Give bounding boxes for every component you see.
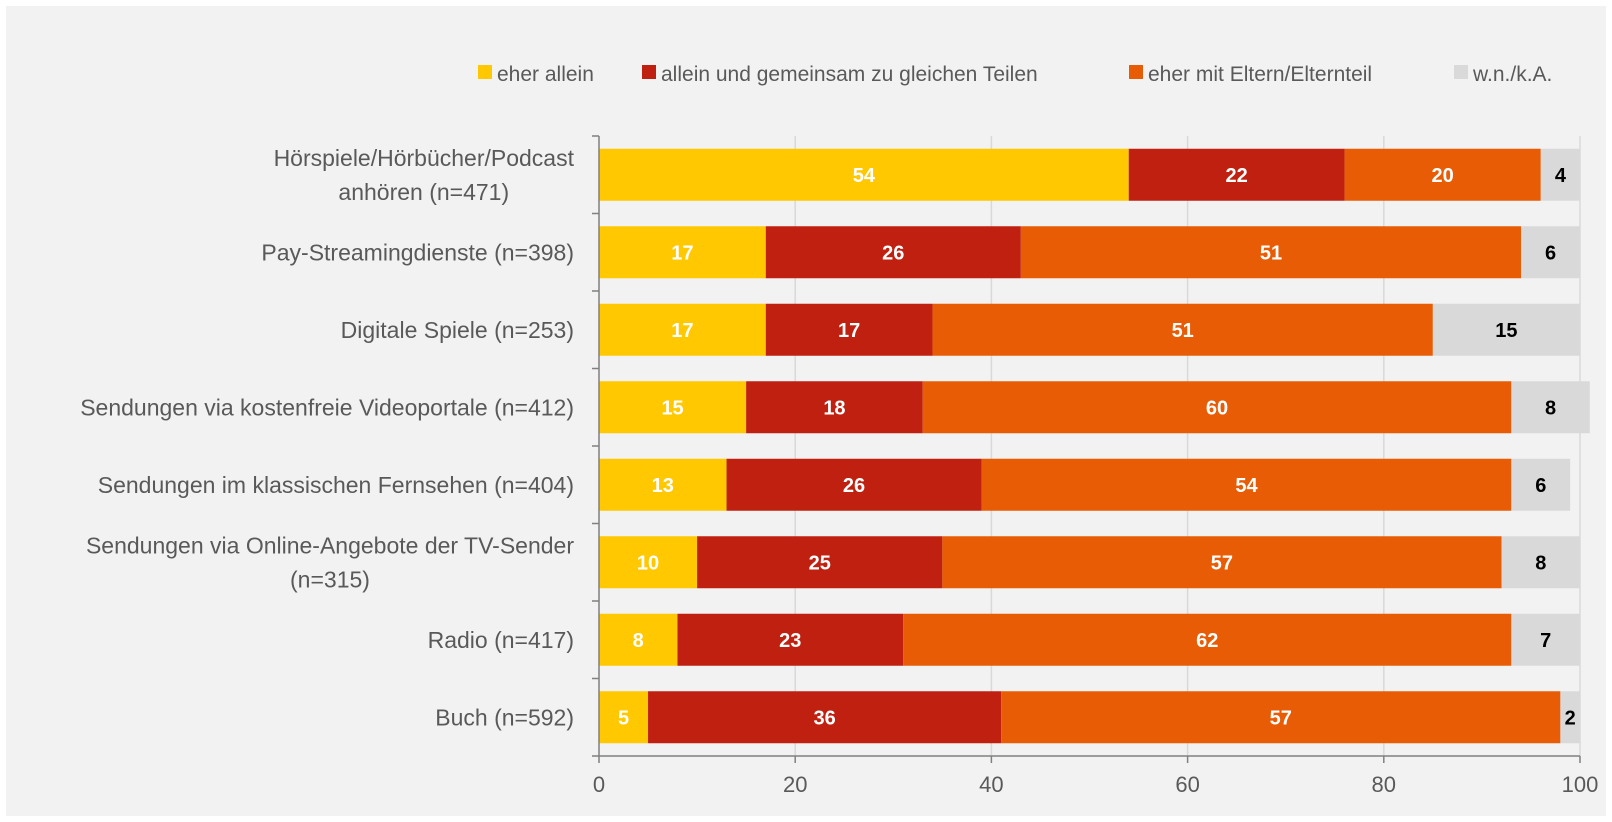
data-label-eher-mit-eltern-elternteil-4: 54: [1235, 475, 1258, 497]
bar-eher-allein-1: [599, 226, 766, 279]
data-label-eher-allein-3: 15: [661, 397, 683, 419]
bar-eher-mit-eltern-elternteil-6: [903, 613, 1512, 666]
bar-eher-allein-5: [599, 536, 698, 589]
legend-label-w-n-k-a: w.n./k.A.: [1472, 63, 1552, 86]
data-label-eher-mit-eltern-elternteil-3: 60: [1206, 397, 1228, 419]
bar-eher-mit-eltern-elternteil-0: [1344, 148, 1541, 201]
data-label-eher-allein-4: 13: [652, 475, 674, 497]
bar-w-n-k-a-0: [1540, 148, 1580, 201]
x-tick-label-40: 40: [979, 772, 1003, 797]
bar-eher-allein-7: [599, 691, 649, 744]
bar-w-n-k-a-7: [1560, 691, 1580, 744]
bar-eher-mit-eltern-elternteil-7: [1001, 691, 1561, 744]
bar-allein-und-gemeinsam-zu-gleichen-teilen-1: [765, 226, 1021, 279]
data-label-allein-und-gemeinsam-zu-gleichen-teilen-3: 18: [823, 397, 845, 419]
bar-allein-und-gemeinsam-zu-gleichen-teilen-0: [1128, 148, 1345, 201]
data-label-allein-und-gemeinsam-zu-gleichen-teilen-6: 23: [779, 630, 801, 652]
bar-allein-und-gemeinsam-zu-gleichen-teilen-3: [746, 381, 923, 434]
bar-eher-allein-0: [599, 148, 1129, 201]
bar-eher-mit-eltern-elternteil-2: [932, 303, 1433, 356]
legend-label-eher-mit-eltern-elternteil: eher mit Eltern/Elternteil: [1148, 63, 1372, 86]
data-label-allein-und-gemeinsam-zu-gleichen-teilen-5: 25: [809, 552, 831, 574]
data-label-allein-und-gemeinsam-zu-gleichen-teilen-0: 22: [1226, 165, 1248, 187]
category-label-4: Sendungen im klassischen Fernsehen (n=40…: [98, 472, 574, 498]
legend-label-eher-allein: eher allein: [497, 63, 594, 86]
x-tick-label-60: 60: [1175, 772, 1199, 797]
legend-swatch-eher-allein: [478, 65, 492, 79]
data-label-eher-allein-6: 8: [633, 630, 644, 652]
data-label-w-n-k-a-6: 7: [1540, 630, 1551, 652]
category-label-0: Hörspiele/Hörbücher/Podcast anhören (n=47…: [274, 145, 575, 205]
data-label-eher-mit-eltern-elternteil-5: 57: [1211, 552, 1233, 574]
bar-eher-mit-eltern-elternteil-1: [1020, 226, 1522, 279]
bar-w-n-k-a-6: [1511, 613, 1580, 666]
x-tick-label-20: 20: [783, 772, 807, 797]
bar-eher-mit-eltern-elternteil-5: [942, 536, 1502, 589]
bar-w-n-k-a-4: [1511, 458, 1571, 511]
data-label-eher-mit-eltern-elternteil-6: 62: [1196, 630, 1218, 652]
category-label-2: Digitale Spiele (n=253): [341, 317, 574, 343]
x-tick-label-0: 0: [593, 772, 605, 797]
bar-eher-allein-6: [599, 613, 678, 666]
bar-allein-und-gemeinsam-zu-gleichen-teilen-7: [648, 691, 1002, 744]
data-label-w-n-k-a-0: 4: [1555, 165, 1567, 187]
bar-allein-und-gemeinsam-zu-gleichen-teilen-6: [677, 613, 904, 666]
bar-w-n-k-a-1: [1521, 226, 1580, 279]
data-label-eher-allein-1: 17: [671, 242, 693, 264]
legend-swatch-allein-und-gemeinsam-zu-gleichen-teilen: [642, 65, 656, 79]
legend-swatch-w-n-k-a: [1454, 65, 1468, 79]
data-label-w-n-k-a-5: 8: [1535, 552, 1546, 574]
category-label-6: Radio (n=417): [428, 627, 574, 653]
data-label-allein-und-gemeinsam-zu-gleichen-teilen-2: 17: [838, 320, 860, 342]
bar-eher-allein-2: [599, 303, 766, 356]
legend-label-allein-und-gemeinsam-zu-gleichen-teilen: allein und gemeinsam zu gleichen Teilen: [661, 63, 1038, 86]
bar-w-n-k-a-5: [1501, 536, 1580, 589]
data-label-eher-allein-2: 17: [671, 320, 693, 342]
data-label-eher-allein-0: 54: [853, 165, 876, 187]
category-label-7: Buch (n=592): [435, 704, 574, 730]
data-label-eher-mit-eltern-elternteil-1: 51: [1260, 242, 1282, 264]
data-label-eher-allein-7: 5: [618, 707, 629, 729]
data-label-w-n-k-a-2: 15: [1495, 320, 1517, 342]
legend-swatch-eher-mit-eltern-elternteil: [1129, 65, 1143, 79]
data-label-w-n-k-a-3: 8: [1545, 397, 1556, 419]
category-label-1: Pay-Streamingdienste (n=398): [261, 239, 574, 265]
data-label-allein-und-gemeinsam-zu-gleichen-teilen-7: 36: [814, 707, 836, 729]
data-label-allein-und-gemeinsam-zu-gleichen-teilen-4: 26: [843, 475, 865, 497]
x-tick-label-100: 100: [1562, 772, 1599, 797]
bar-eher-allein-4: [599, 458, 727, 511]
data-label-eher-mit-eltern-elternteil-7: 57: [1270, 707, 1292, 729]
bar-w-n-k-a-3: [1511, 381, 1590, 434]
data-label-eher-mit-eltern-elternteil-0: 20: [1432, 165, 1454, 187]
data-label-eher-mit-eltern-elternteil-2: 51: [1172, 320, 1194, 342]
bar-w-n-k-a-2: [1432, 303, 1580, 356]
data-label-eher-allein-5: 10: [637, 552, 659, 574]
data-label-w-n-k-a-4: 6: [1535, 475, 1546, 497]
x-tick-label-80: 80: [1372, 772, 1396, 797]
bar-allein-und-gemeinsam-zu-gleichen-teilen-5: [697, 536, 943, 589]
bar-eher-mit-eltern-elternteil-4: [981, 458, 1512, 511]
bar-allein-und-gemeinsam-zu-gleichen-teilen-2: [765, 303, 933, 356]
data-label-w-n-k-a-1: 6: [1545, 242, 1556, 264]
data-label-w-n-k-a-7: 2: [1565, 707, 1576, 729]
bar-eher-mit-eltern-elternteil-3: [922, 381, 1512, 434]
bar-eher-allein-3: [599, 381, 747, 434]
category-label-5: Sendungen via Online-Angebote der TV-Sen…: [86, 532, 574, 592]
bar-allein-und-gemeinsam-zu-gleichen-teilen-4: [726, 458, 982, 511]
category-label-3: Sendungen via kostenfreie Videoportale (…: [80, 394, 574, 420]
data-label-allein-und-gemeinsam-zu-gleichen-teilen-1: 26: [882, 242, 904, 264]
